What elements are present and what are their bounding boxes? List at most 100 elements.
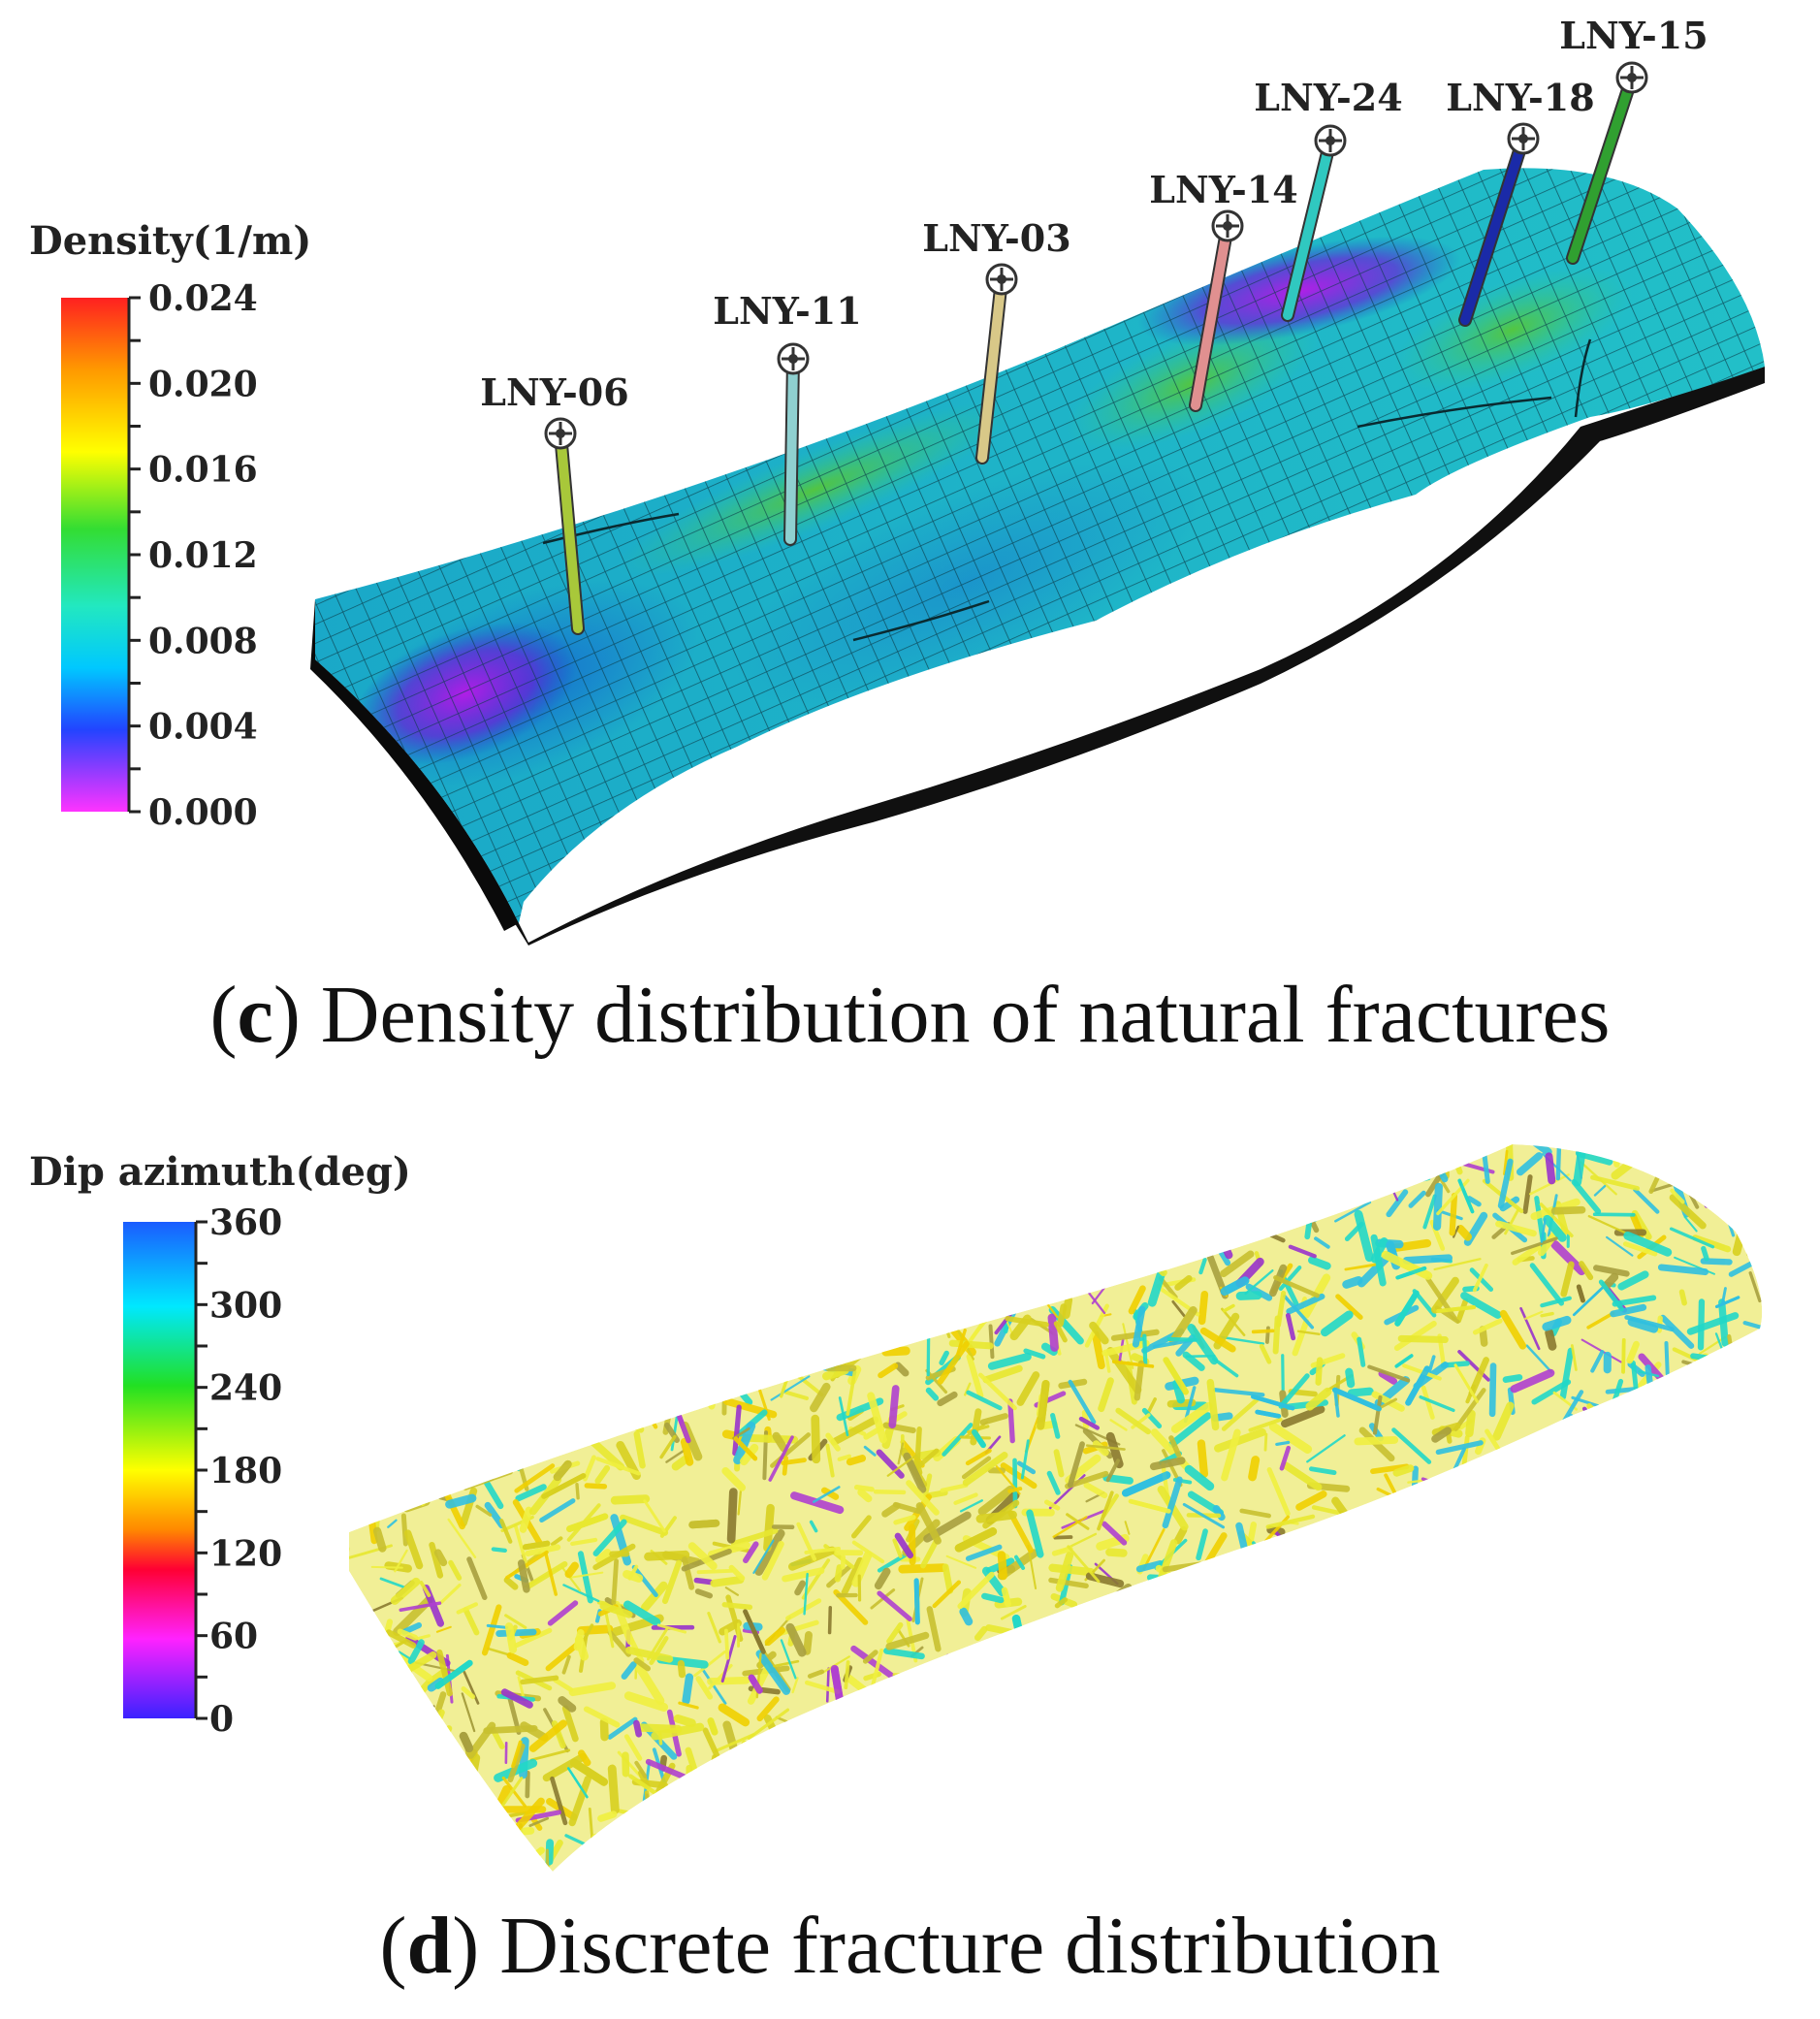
panel-c-density: Density(1/m) 0.024 0.020 0.016 0.012 0.008 0.… xyxy=(29,14,1765,1060)
fracture-segment xyxy=(1146,1220,1166,1237)
fracture-segment xyxy=(790,1491,845,1515)
fracture-segment xyxy=(1215,1125,1218,1140)
well-lny-03: LNY-03 xyxy=(922,216,1071,465)
fracture-segment xyxy=(439,1309,447,1335)
fracture-segment xyxy=(667,1144,684,1166)
fracture-segment xyxy=(545,1642,580,1672)
fracture-segment xyxy=(622,1837,634,1854)
fracture-segment xyxy=(671,1455,689,1471)
colorbar-tick-label: 300 xyxy=(209,1285,282,1326)
fracture-segment xyxy=(453,1171,508,1180)
fracture-segment xyxy=(335,1411,341,1445)
fracture-segment xyxy=(1474,1637,1491,1643)
fracture-segment xyxy=(724,1628,730,1660)
fracture-segment xyxy=(1540,1311,1554,1318)
fracture-segment xyxy=(655,1802,696,1824)
fracture-segment xyxy=(491,1547,507,1553)
fracture-segment xyxy=(1053,1321,1068,1343)
fracture-segment xyxy=(1007,1487,1023,1493)
fracture-segment xyxy=(463,1670,480,1705)
fracture-segment xyxy=(1251,1394,1295,1411)
fracture-segment xyxy=(780,1639,797,1680)
fracture-segment xyxy=(1768,1631,1784,1641)
fracture-segment xyxy=(733,1436,758,1461)
fracture-segment xyxy=(392,1272,411,1311)
fracture-segment xyxy=(634,1160,654,1170)
fracture-segment xyxy=(1320,1683,1348,1718)
fracture-segment xyxy=(782,1456,788,1476)
fracture-segment xyxy=(506,1228,527,1234)
fracture-segment xyxy=(1517,1482,1545,1493)
fracture-segment xyxy=(1279,1173,1321,1190)
fracture-segment xyxy=(525,1544,561,1556)
fracture-segment xyxy=(1519,1306,1541,1351)
fracture-segment xyxy=(591,1830,633,1842)
fracture-segment xyxy=(1728,1251,1763,1277)
fracture-segment xyxy=(1010,1821,1026,1825)
fracture-segment xyxy=(1558,1577,1579,1595)
fracture-segment xyxy=(1333,1144,1355,1195)
fracture-segment xyxy=(965,1544,1003,1561)
fracture-segment xyxy=(1220,1676,1240,1714)
fracture-segment xyxy=(1326,1163,1348,1172)
fracture-segment xyxy=(1479,1564,1517,1607)
fracture-segment xyxy=(1273,1275,1320,1298)
fracture-segment xyxy=(1694,1459,1715,1470)
fracture-segment xyxy=(997,1551,1007,1581)
fracture-segment xyxy=(1779,1386,1802,1427)
fracture-segment xyxy=(427,1758,453,1784)
fracture-segment xyxy=(1542,1315,1572,1331)
fracture-segment xyxy=(764,1626,786,1647)
fracture-segment xyxy=(459,1731,474,1753)
fracture-segment xyxy=(1477,1602,1517,1615)
fracture-segment xyxy=(1464,1486,1482,1500)
fracture-segment xyxy=(1222,1303,1235,1313)
fracture-segment xyxy=(1130,1164,1154,1194)
fracture-segment xyxy=(1257,1808,1270,1831)
fracture-segment xyxy=(675,1292,686,1307)
fracture-segment xyxy=(1256,1600,1263,1632)
fracture-segment xyxy=(1761,1254,1763,1292)
fracture-segment xyxy=(1495,1491,1534,1512)
fracture-segment xyxy=(875,1234,887,1270)
fracture-segment xyxy=(1431,1426,1453,1443)
fracture-segment xyxy=(874,1567,891,1590)
well-trajectory xyxy=(1191,221,1232,410)
fracture-segment xyxy=(1591,1767,1612,1791)
fracture-segment xyxy=(1555,1481,1579,1497)
fracture-segment xyxy=(737,1267,750,1282)
fracture-segment xyxy=(1545,1328,1557,1351)
fracture-segment xyxy=(450,1364,468,1384)
fracture-segment xyxy=(505,1550,549,1580)
fracture-segment xyxy=(1169,1827,1180,1872)
fracture-segment xyxy=(1729,1646,1763,1675)
fracture-segment xyxy=(1525,1858,1573,1872)
fracture-segment xyxy=(815,1870,866,1872)
fracture-segment xyxy=(1354,1436,1399,1446)
fracture-segment xyxy=(1421,1385,1435,1420)
fracture-segment xyxy=(1726,1623,1753,1634)
fracture-segment xyxy=(438,1332,448,1349)
fracture-segment xyxy=(1678,1826,1702,1845)
fracture-segment xyxy=(665,1450,685,1463)
fracture-segment xyxy=(1410,1751,1458,1785)
fracture-segment xyxy=(1516,1568,1568,1577)
fracture-segment xyxy=(1146,1574,1179,1583)
fracture-segment xyxy=(1152,1668,1190,1691)
fracture-segment xyxy=(1761,1254,1763,1292)
fracture-segment xyxy=(1137,1668,1168,1689)
fracture-segment xyxy=(386,1424,408,1455)
fracture-segment xyxy=(867,1172,889,1184)
fracture-segment xyxy=(739,1813,750,1845)
fracture-segment xyxy=(1253,1823,1274,1842)
fracture-segment xyxy=(1444,1682,1457,1706)
fracture-segment xyxy=(794,1580,807,1596)
fracture-segment xyxy=(1142,1170,1152,1189)
fracture-segment xyxy=(1626,1144,1677,1149)
fracture-segment xyxy=(803,1631,813,1655)
fracture-segment xyxy=(466,1206,480,1228)
fracture-segment xyxy=(1616,1144,1650,1162)
fracture-segment xyxy=(1167,1848,1195,1872)
fracture-segment xyxy=(621,1251,655,1282)
fracture-segment xyxy=(936,1298,951,1338)
